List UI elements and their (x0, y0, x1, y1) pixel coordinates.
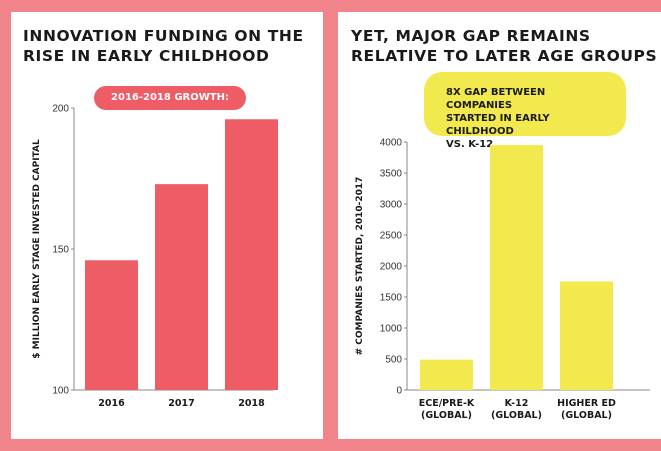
x-category-label: 2016 (98, 398, 125, 409)
x-category-label: HIGHER ED (GLOBAL) (557, 398, 616, 421)
x-category-label: 2017 (168, 398, 194, 409)
companies-bar-chart: 0 500 1000 1500 2000 2500 3000 3500 4000 ECE/PRE-… (355, 138, 650, 421)
funding-bar-chart: 100 150 200 2016 2017 2018 $ MILLION EARLY STA… (32, 104, 278, 409)
bar (85, 260, 138, 390)
y-tick-label: 0 (396, 386, 402, 397)
y-tick-label: 500 (385, 355, 402, 366)
y-tick-label: 200 (52, 104, 69, 115)
bar (420, 359, 473, 390)
x-category-label: K-12 (GLOBAL) (491, 398, 542, 421)
right-chart-panel: YET, MAJOR GAP REMAINS RELATIVE TO LATER… (338, 12, 661, 439)
y-tick-label: 100 (52, 386, 69, 397)
y-tick-label: 1000 (380, 324, 403, 335)
y-tick-label: 3500 (380, 169, 403, 180)
y-axis-label: $ MILLION EARLY STAGE INVESTED CAPITAL (32, 139, 42, 359)
y-tick-label: 2500 (380, 231, 403, 242)
gap-badge: 8X GAP BETWEEN COMPANIES STARTED IN EARL… (424, 72, 626, 150)
x-category-label: 2018 (238, 398, 265, 409)
left-chart-title: INNOVATION FUNDING ON THE RISE IN EARLY … (23, 27, 304, 65)
growth-badge: 2016-2018 GROWTH: +12% (94, 86, 246, 127)
left-chart-panel: INNOVATION FUNDING ON THE RISE IN EARLY … (11, 12, 323, 439)
y-tick-label: 150 (52, 245, 69, 256)
y-tick-label: 2000 (380, 262, 403, 273)
bar (560, 281, 613, 390)
y-axis-label: # COMPANIES STARTED, 2010-2017 (355, 177, 365, 356)
y-tick-label: 3000 (380, 200, 403, 211)
right-chart-title: YET, MAJOR GAP REMAINS RELATIVE TO LATER… (351, 27, 658, 65)
x-category-label: ECE/PRE-K (GLOBAL) (419, 398, 475, 421)
y-tick-label: 4000 (380, 138, 403, 149)
bar (490, 145, 543, 390)
bar (225, 119, 278, 390)
bar (155, 184, 208, 390)
y-tick-label: 1500 (380, 293, 403, 304)
